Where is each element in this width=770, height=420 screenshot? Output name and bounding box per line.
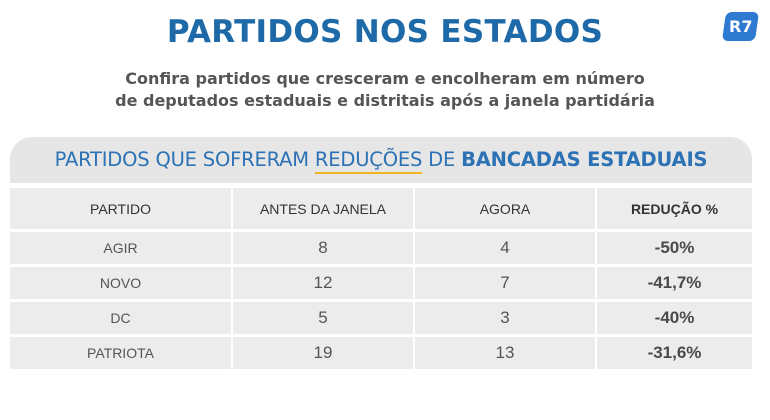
banner-text-part2: DE bbox=[422, 148, 462, 171]
column-header-reducao: REDUÇÃO % bbox=[597, 188, 752, 229]
column-header-agora: AGORA bbox=[415, 188, 595, 229]
column-header-antes: ANTES DA JANELA bbox=[233, 188, 413, 229]
subtitle-line-1: Confira partidos que cresceram e encolhe… bbox=[125, 69, 645, 88]
banner-text-underlined: REDUÇÕES bbox=[314, 148, 423, 171]
table-cell-antes: 19 bbox=[233, 337, 413, 369]
r7-logo: R7 bbox=[721, 12, 760, 41]
table-cell-partido: PATRIOTA bbox=[10, 337, 231, 369]
page-title: PARTIDOS NOS ESTADOS bbox=[166, 14, 604, 50]
table-cell-partido: NOVO bbox=[10, 267, 231, 299]
table-cell-agora: 4 bbox=[415, 232, 595, 264]
table-banner-title: PARTIDOS QUE SOFRERAM REDUÇÕES DE BANCAD… bbox=[10, 148, 752, 171]
table-cell-reducao: -40% bbox=[597, 302, 752, 334]
column-header-partido: PARTIDO bbox=[10, 188, 231, 229]
table-cell-partido: AGIR bbox=[10, 232, 231, 264]
table-cell-agora: 7 bbox=[415, 267, 595, 299]
banner-text-part1: PARTIDOS QUE SOFRERAM bbox=[54, 148, 315, 171]
reduction-table: PARTIDO ANTES DA JANELA AGORA REDUÇÃO % … bbox=[10, 188, 752, 369]
table-cell-antes: 5 bbox=[233, 302, 413, 334]
table-cell-antes: 12 bbox=[233, 267, 413, 299]
table-cell-agora: 3 bbox=[415, 302, 595, 334]
subtitle-line-2: de deputados estaduais e distritais após… bbox=[115, 91, 655, 110]
table-cell-reducao: -50% bbox=[597, 232, 752, 264]
table-cell-antes: 8 bbox=[233, 232, 413, 264]
table-cell-reducao: -31,6% bbox=[597, 337, 752, 369]
table-cell-reducao: -41,7% bbox=[597, 267, 752, 299]
banner-text-bold: BANCADAS ESTADUAIS bbox=[461, 148, 708, 171]
table-cell-partido: DC bbox=[10, 302, 231, 334]
table-cell-agora: 13 bbox=[415, 337, 595, 369]
